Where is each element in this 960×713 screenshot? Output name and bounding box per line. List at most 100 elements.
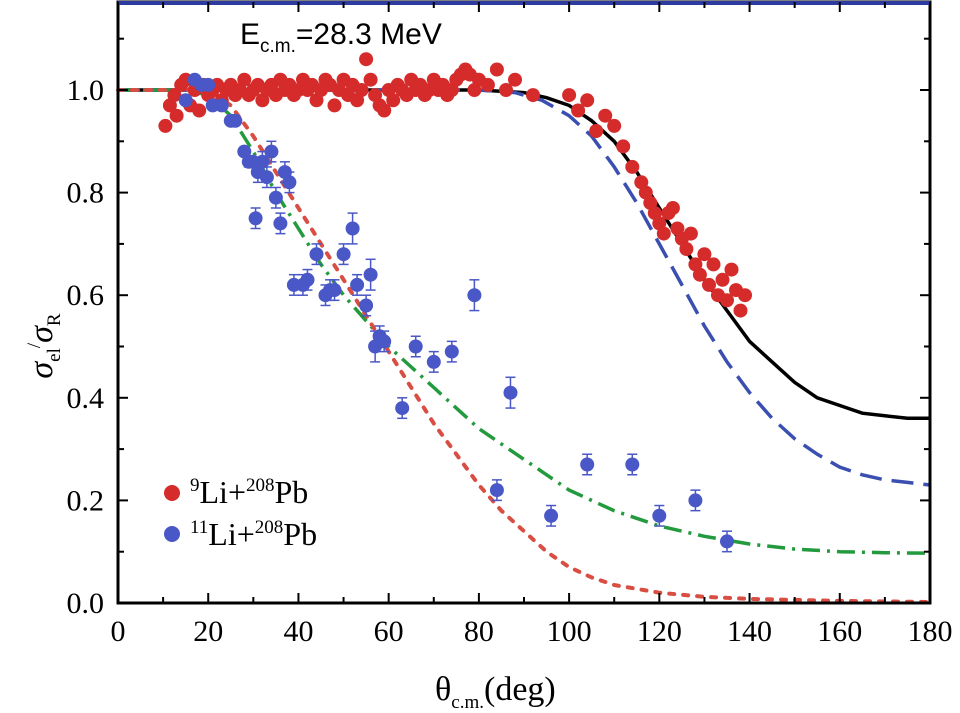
x-tick-label: 60 — [374, 615, 404, 648]
x-tick-label: 20 — [193, 615, 223, 648]
point-li9 — [589, 124, 604, 138]
curve-blue_dashed — [118, 88, 931, 487]
curve-red_dotted — [116, 88, 932, 604]
y-tick-label: 0.0 — [67, 587, 105, 620]
point-li11 — [359, 298, 374, 313]
point-li11 — [201, 77, 216, 92]
point-li9 — [679, 242, 694, 256]
x-axis-title: θc.m.(deg) — [435, 671, 556, 713]
point-li11 — [248, 211, 263, 226]
y-tick-label: 1.0 — [67, 74, 105, 107]
point-li9 — [237, 72, 252, 87]
point-li11 — [273, 216, 288, 231]
point-li11 — [408, 339, 423, 354]
y-axis-title: σel/σR — [23, 313, 65, 379]
point-li11 — [580, 457, 595, 472]
y-tick-label: 0.8 — [67, 177, 105, 210]
point-li9 — [386, 93, 401, 108]
point-li11 — [268, 190, 283, 205]
point-li11 — [544, 508, 559, 523]
point-li11 — [503, 385, 518, 400]
point-li9 — [656, 226, 671, 241]
point-li11 — [264, 144, 279, 159]
legend-label-li9: 9Li+208Pb — [190, 474, 308, 510]
point-li9 — [625, 159, 640, 174]
point-li11 — [214, 98, 229, 113]
point-li9 — [683, 226, 698, 241]
legend-marker-li11 — [164, 526, 180, 542]
point-li9 — [167, 88, 182, 103]
point-li9 — [697, 247, 712, 262]
point-li11 — [259, 170, 274, 185]
point-li11 — [363, 267, 378, 282]
y-tick-label: 0.4 — [67, 382, 105, 415]
point-li9 — [562, 88, 577, 103]
point-li11 — [426, 354, 441, 369]
point-li11 — [300, 272, 315, 287]
point-li9 — [359, 52, 374, 67]
point-li9 — [508, 72, 522, 87]
x-tick-label: 160 — [817, 615, 862, 648]
point-li9 — [499, 83, 513, 97]
point-li11 — [327, 283, 342, 298]
point-li11 — [395, 401, 410, 416]
point-li11 — [489, 483, 504, 498]
point-li9 — [607, 118, 622, 133]
data-points — [158, 52, 752, 553]
point-li9 — [738, 288, 752, 303]
legend-label-li11: 11Li+208Pb — [190, 516, 317, 552]
point-li11 — [350, 277, 365, 292]
point-li9 — [526, 88, 540, 103]
point-li9 — [327, 98, 342, 113]
point-li11 — [178, 93, 193, 108]
point-li11 — [625, 457, 640, 472]
y-tick-label: 0.6 — [67, 279, 105, 312]
point-li9 — [598, 108, 613, 123]
point-li9 — [733, 303, 748, 318]
point-li9 — [489, 62, 504, 77]
axis-ticks — [117, 2, 931, 604]
x-tick-label: 180 — [908, 615, 953, 648]
point-li9 — [580, 93, 595, 108]
x-tick-label: 140 — [727, 615, 772, 648]
point-li9 — [377, 103, 392, 118]
point-li9 — [363, 72, 378, 87]
point-li9 — [720, 293, 734, 308]
point-li11 — [377, 334, 392, 349]
point-li11 — [467, 288, 482, 303]
point-li11 — [720, 534, 734, 549]
legend: 9Li+208Pb 11Li+208Pb — [164, 474, 317, 552]
x-tick-label: 100 — [547, 615, 592, 648]
point-li11 — [255, 154, 270, 169]
legend-marker-li9 — [164, 485, 180, 501]
point-li9 — [702, 277, 716, 292]
point-li11 — [282, 175, 297, 190]
y-tick-label: 0.2 — [67, 484, 105, 517]
curve-black_solid — [118, 88, 930, 421]
y-tick-labels: 0.0 0.2 0.4 0.6 0.8 1.0 — [67, 74, 105, 620]
point-li11 — [345, 221, 360, 236]
x-tick-label: 0 — [111, 615, 126, 648]
x-tick-labels: 0 20 40 60 80 100 120 140 160 180 — [111, 615, 953, 648]
point-li11 — [336, 247, 351, 262]
point-li11 — [444, 344, 459, 359]
point-li11 — [309, 247, 324, 262]
energy-annotation: Ec.m.=28.3 MeV — [240, 18, 442, 57]
point-li9 — [692, 267, 707, 282]
point-li9 — [158, 118, 173, 133]
point-li11 — [228, 113, 243, 128]
point-li11 — [652, 508, 667, 523]
point-li9 — [169, 108, 184, 123]
point-li9 — [192, 103, 207, 118]
x-tick-label: 120 — [637, 615, 682, 648]
point-li9 — [724, 262, 739, 277]
point-li9 — [616, 139, 631, 154]
point-li9 — [480, 77, 495, 92]
point-li9 — [571, 103, 586, 118]
point-li9 — [665, 201, 680, 215]
point-li9 — [354, 83, 369, 97]
point-li9 — [715, 272, 730, 287]
x-tick-label: 80 — [464, 615, 494, 648]
point-li9 — [706, 257, 721, 272]
